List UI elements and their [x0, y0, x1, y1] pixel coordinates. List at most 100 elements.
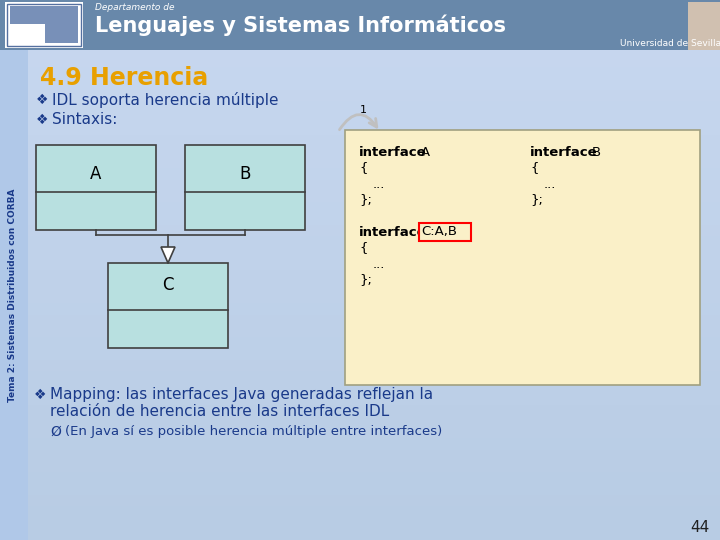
Text: Mapping: las interfaces Java generadas reflejan la: Mapping: las interfaces Java generadas r…: [50, 388, 433, 402]
Bar: [0, 459, 720, 460]
Bar: [0, 101, 720, 102]
Bar: [0, 227, 720, 228]
Bar: [0, 470, 720, 471]
Bar: [0, 307, 720, 308]
Bar: [0, 393, 720, 394]
Bar: [0, 292, 720, 293]
Bar: [0, 431, 720, 432]
Bar: [0, 59, 720, 60]
Bar: [0, 259, 720, 260]
Bar: [0, 123, 720, 124]
Bar: [0, 255, 720, 256]
Bar: [0, 193, 720, 194]
Bar: [0, 16, 720, 17]
Bar: [0, 347, 720, 348]
Bar: [0, 351, 720, 352]
Bar: [0, 67, 720, 68]
Bar: [0, 483, 720, 484]
Bar: [0, 359, 720, 360]
Bar: [0, 75, 720, 76]
Bar: [0, 177, 720, 178]
Bar: [0, 210, 720, 211]
Bar: [0, 367, 720, 368]
Bar: [0, 263, 720, 264]
Bar: [0, 26, 720, 27]
Bar: [0, 276, 720, 277]
Bar: [0, 29, 720, 30]
Bar: [0, 122, 720, 123]
Bar: [0, 140, 720, 141]
Bar: [0, 485, 720, 486]
Bar: [0, 389, 720, 390]
Bar: [0, 215, 720, 216]
Text: A: A: [421, 145, 430, 159]
Bar: [0, 373, 720, 374]
Bar: [0, 267, 720, 268]
Bar: [0, 457, 720, 458]
Bar: [0, 1, 720, 2]
Bar: [0, 268, 720, 269]
Bar: [0, 518, 720, 519]
Bar: [0, 349, 720, 350]
Bar: [0, 157, 720, 158]
Bar: [0, 136, 720, 137]
Bar: [0, 289, 720, 290]
Bar: [0, 314, 720, 315]
Bar: [0, 37, 720, 38]
Text: };: };: [359, 273, 372, 287]
Bar: [0, 106, 720, 107]
Bar: [0, 278, 720, 279]
Bar: [0, 536, 720, 537]
Bar: [0, 318, 720, 319]
Bar: [0, 107, 720, 108]
Bar: [0, 305, 720, 306]
Bar: [0, 350, 720, 351]
Bar: [0, 270, 720, 271]
FancyBboxPatch shape: [688, 2, 720, 50]
Bar: [0, 36, 720, 37]
Bar: [0, 220, 720, 221]
Bar: [0, 225, 720, 226]
Bar: [0, 248, 720, 249]
Text: relación de herencia entre las interfaces IDL: relación de herencia entre las interface…: [50, 404, 390, 420]
Bar: [0, 520, 720, 521]
Bar: [0, 33, 720, 34]
Bar: [0, 159, 720, 160]
Text: };: };: [530, 193, 543, 206]
Bar: [0, 223, 720, 224]
Bar: [0, 284, 720, 285]
Bar: [0, 476, 720, 477]
Bar: [0, 321, 720, 322]
Bar: [0, 117, 720, 118]
Bar: [0, 275, 720, 276]
Bar: [0, 437, 720, 438]
Text: ❖: ❖: [36, 93, 48, 107]
Bar: [0, 526, 720, 527]
Bar: [0, 130, 720, 131]
Bar: [0, 204, 720, 205]
Bar: [0, 361, 720, 362]
Bar: [0, 376, 720, 377]
Bar: [0, 34, 720, 35]
Bar: [0, 152, 720, 153]
Bar: [0, 443, 720, 444]
Bar: [0, 494, 720, 495]
Bar: [0, 173, 720, 174]
Bar: [0, 336, 720, 337]
Bar: [0, 337, 720, 338]
Bar: [0, 9, 720, 10]
Bar: [0, 420, 720, 421]
Bar: [0, 496, 720, 497]
Bar: [0, 69, 720, 70]
FancyBboxPatch shape: [345, 130, 700, 385]
Bar: [0, 517, 720, 518]
Bar: [0, 503, 720, 504]
Bar: [0, 391, 720, 392]
Bar: [0, 126, 720, 127]
Bar: [0, 383, 720, 384]
Bar: [0, 308, 720, 309]
Bar: [0, 50, 720, 51]
Text: Lenguajes y Sistemas Informáticos: Lenguajes y Sistemas Informáticos: [95, 14, 506, 36]
Bar: [0, 326, 720, 327]
Bar: [0, 175, 720, 176]
